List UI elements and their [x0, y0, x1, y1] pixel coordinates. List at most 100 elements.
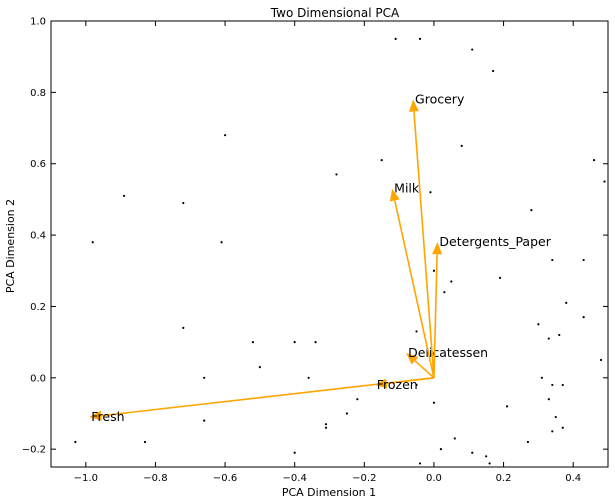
- data-point: [415, 330, 418, 333]
- x-tick-label: 0.4: [565, 473, 581, 484]
- x-tick-label: −0.6: [213, 473, 237, 484]
- data-point: [592, 159, 596, 162]
- data-point: [418, 462, 422, 465]
- data-point: [488, 462, 491, 465]
- data-point: [356, 398, 359, 401]
- data-point: [547, 337, 550, 340]
- data-point: [91, 241, 94, 244]
- data-point: [380, 159, 383, 162]
- data-point: [505, 405, 509, 408]
- vector-delicatessen-head: [406, 352, 419, 365]
- data-point: [258, 365, 261, 369]
- chart-title: Two Dimensional PCA: [270, 6, 400, 20]
- data-point: [432, 401, 436, 404]
- data-point: [314, 341, 317, 344]
- data-point: [450, 280, 453, 283]
- data-point: [599, 358, 603, 362]
- data-point: [143, 440, 147, 444]
- data-point: [123, 194, 126, 197]
- data-points: [74, 37, 606, 465]
- x-axis-ticks: −1.0 −0.8 −0.6 −0.4 −0.2 0.0 0.2 0.4: [74, 21, 581, 484]
- x-tick-label: −0.4: [283, 473, 307, 484]
- data-point: [74, 440, 77, 444]
- data-point: [415, 383, 418, 387]
- vector-milk-shaft: [393, 200, 435, 378]
- data-point: [582, 258, 585, 262]
- data-point: [554, 415, 557, 419]
- y-axis-label: PCA Dimension 2: [4, 199, 17, 293]
- y-tick-label: −0.2: [22, 445, 46, 456]
- x-tick-label: −0.2: [352, 473, 376, 484]
- data-point: [443, 291, 446, 294]
- vector-label-delicatessen: Delicatessen: [408, 345, 488, 360]
- vector-frozen-head: [374, 378, 388, 389]
- data-point: [582, 316, 585, 319]
- data-point: [307, 376, 310, 379]
- data-point: [460, 144, 463, 147]
- data-point: [203, 376, 206, 379]
- x-tick-label: −1.0: [74, 473, 98, 484]
- data-point: [223, 134, 227, 137]
- data-point: [485, 455, 488, 458]
- data-point: [182, 326, 185, 329]
- data-point: [530, 209, 533, 212]
- vector-label-milk: Milk: [394, 181, 420, 196]
- y-axis-ticks: −0.2 0.0 0.2 0.4 0.6 0.8 1.0: [22, 17, 608, 456]
- data-point: [551, 383, 554, 387]
- vector-detergents-paper-shaft: [433, 254, 438, 378]
- y-tick-label: 0.6: [30, 159, 46, 170]
- y-tick-label: 1.0: [30, 17, 46, 28]
- y-tick-label: 0.4: [30, 231, 46, 242]
- vector-detergents-paper-head: [432, 242, 443, 255]
- y-tick-label: 0.0: [30, 373, 46, 384]
- data-point: [293, 341, 296, 344]
- data-point: [335, 173, 338, 176]
- data-point: [345, 412, 349, 415]
- data-point: [492, 69, 495, 73]
- data-point: [429, 191, 432, 194]
- data-point: [182, 201, 185, 205]
- data-point: [565, 301, 568, 304]
- data-point: [439, 448, 442, 451]
- data-point: [432, 269, 436, 272]
- data-point: [558, 333, 561, 337]
- vector-frozen-shaft: [386, 377, 435, 385]
- data-point: [537, 323, 540, 326]
- data-point: [251, 341, 255, 344]
- feature-vectors: Fresh Frozen Delicatessen Grocery Milk Deterg…: [89, 91, 552, 424]
- vector-label-frozen: Frozen: [377, 377, 418, 392]
- data-point: [561, 383, 564, 387]
- vector-label-grocery: Grocery: [415, 91, 465, 106]
- data-point: [561, 426, 564, 429]
- y-tick-label: 0.8: [30, 88, 46, 99]
- vector-grocery-shaft: [413, 111, 435, 378]
- data-point: [471, 451, 474, 454]
- data-point: [551, 430, 554, 433]
- data-point: [498, 276, 502, 279]
- vector-grocery-head: [408, 99, 419, 112]
- data-point: [471, 48, 474, 51]
- vector-label-detergents-paper: Detergents_Paper: [439, 234, 551, 249]
- y-tick-label: 0.2: [30, 302, 46, 313]
- data-point: [220, 241, 223, 244]
- data-point: [551, 258, 554, 262]
- x-axis-label: PCA Dimension 1: [282, 486, 376, 499]
- data-point: [324, 426, 328, 429]
- data-point: [418, 37, 422, 40]
- plot-area-frame: [50, 20, 609, 468]
- vector-delicatessen-shaft: [414, 360, 435, 379]
- vector-label-fresh: Fresh: [91, 409, 124, 424]
- data-point: [394, 37, 397, 40]
- data-point: [603, 180, 606, 183]
- data-point: [203, 419, 206, 422]
- vector-fresh-head: [89, 410, 102, 421]
- x-tick-label: 0.2: [496, 473, 512, 484]
- data-point: [324, 423, 328, 426]
- data-point: [526, 440, 530, 444]
- data-point: [293, 451, 296, 454]
- vector-milk-head: [389, 188, 400, 202]
- x-tick-label: 0.0: [426, 473, 442, 484]
- data-point: [453, 437, 456, 440]
- x-tick-label: −0.8: [143, 473, 167, 484]
- data-point: [540, 376, 543, 379]
